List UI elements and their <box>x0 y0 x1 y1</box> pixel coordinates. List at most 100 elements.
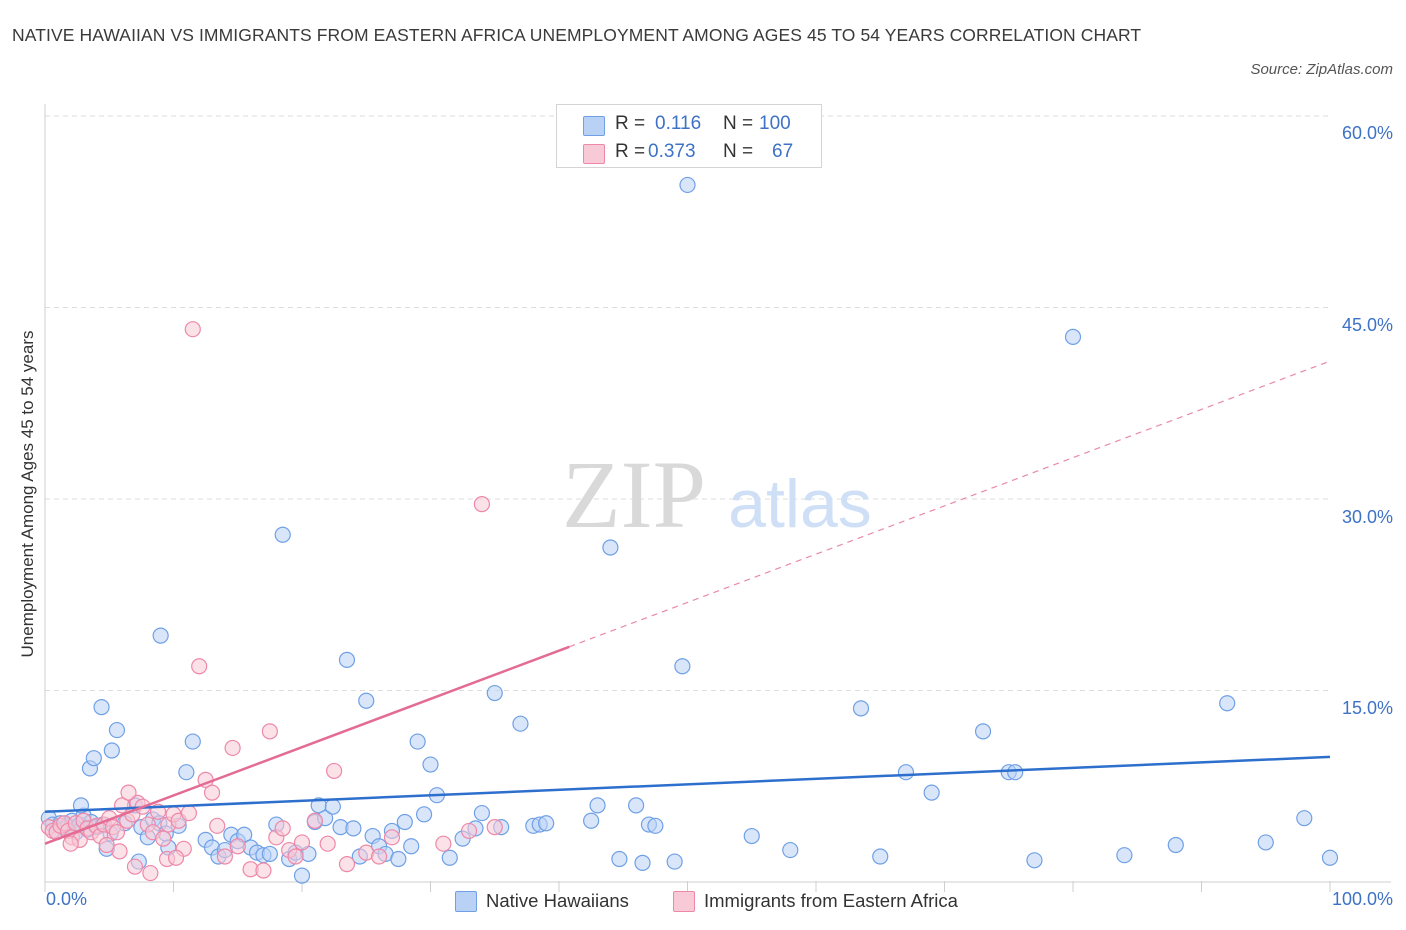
immigrant-eastern-africa-point <box>261 723 278 740</box>
native-hawaiian-point <box>589 797 606 814</box>
y-tick-label-60: 60.0% <box>1341 123 1393 143</box>
immigrant-eastern-africa-point <box>229 838 246 855</box>
native-hawaiian-point <box>1257 834 1274 851</box>
legend-n-value: 67 <box>772 141 794 162</box>
x-tick-label-max: 100.0% <box>1331 889 1393 909</box>
immigrant-eastern-africa-point <box>184 321 201 338</box>
immigrant-trend-line-solid <box>44 645 570 845</box>
native-hawaiian-point <box>108 721 126 739</box>
native-hawaiian-point <box>473 804 490 822</box>
y-axis-label: Unemployment Among Ages 45 to 54 years <box>18 330 37 658</box>
legend-swatch-pink <box>583 144 605 164</box>
axes <box>44 104 1391 892</box>
bottom-legend-swatch-blue <box>455 891 477 912</box>
native-hawaiian-point <box>93 698 110 716</box>
legend-r-label: R = <box>615 113 646 134</box>
native-hawaiian-point <box>274 526 291 543</box>
native-hawaiian-point <box>486 684 503 702</box>
native-hawaiian-point <box>512 715 529 732</box>
native-hawaiian-point <box>396 813 413 831</box>
immigrant-eastern-africa-point <box>319 835 336 852</box>
legend-r-value: 0.373 <box>648 141 696 162</box>
immigrant-eastern-africa-point <box>203 784 221 801</box>
native-hawaiian-point <box>358 692 375 709</box>
legend-swatch-blue <box>583 116 605 136</box>
legend-n-value: 100 <box>759 113 791 134</box>
native-hawaiian-point <box>1026 852 1043 869</box>
immigrant-eastern-africa-point <box>473 496 490 513</box>
immigrant-eastern-africa-point <box>486 819 503 836</box>
immigrant-eastern-africa-point <box>142 864 159 882</box>
source-label: Source: ZipAtlas.com <box>1250 61 1393 78</box>
bottom-legend-label: Immigrants from Eastern Africa <box>704 890 958 911</box>
native-hawaiian-point <box>178 764 195 781</box>
immigrant-eastern-africa-point <box>216 848 233 865</box>
chart-title: NATIVE HAWAIIAN VS IMMIGRANTS FROM EASTE… <box>12 25 1142 45</box>
immigrant-eastern-africa-point <box>383 829 401 846</box>
native-hawaiian-point <box>1321 849 1339 866</box>
legend-r-label: R = <box>615 141 646 162</box>
native-hawaiian-trend-line <box>44 755 1331 814</box>
immigrant-eastern-africa-point <box>460 822 478 840</box>
immigrant-eastern-africa-point <box>108 824 126 841</box>
native-hawaiian-point <box>1064 328 1082 345</box>
native-hawaiian-point <box>1116 847 1133 864</box>
native-hawaiian-point <box>611 850 628 868</box>
legend-r-value: 0.116 <box>655 113 702 134</box>
native-hawaiian-point <box>974 723 992 740</box>
immigrant-eastern-africa-point <box>371 848 388 865</box>
watermark-zip: ZIP <box>562 441 706 548</box>
immigrant-eastern-africa-point <box>338 856 356 873</box>
native-hawaiian-point <box>897 764 915 781</box>
native-hawaiian-point <box>634 854 651 871</box>
native-hawaiian-point <box>674 658 691 675</box>
native-hawaiian-point <box>782 841 799 859</box>
native-hawaiian-point <box>852 700 870 717</box>
watermark-atlas: atlas <box>728 466 872 542</box>
native-hawaiian-point <box>1296 810 1313 827</box>
bottom-legend-swatch-pink <box>673 891 695 912</box>
native-hawaiian-point <box>184 733 201 750</box>
immigrant-eastern-africa-point <box>326 762 343 780</box>
immigrant-eastern-africa-point <box>62 835 79 852</box>
native-hawaiian-point <box>152 627 169 644</box>
native-hawaiian-point <box>403 838 420 855</box>
native-hawaiian-point <box>743 827 760 845</box>
native-hawaiian-point <box>293 867 311 884</box>
native-hawaiian-point <box>627 797 645 814</box>
immigrant-eastern-africa-point <box>435 835 452 852</box>
native-hawaiian-point <box>1219 695 1236 712</box>
immigrant-eastern-africa-point <box>293 834 311 851</box>
native-hawaiian-point <box>923 784 940 801</box>
immigrant-eastern-africa-point <box>191 658 208 675</box>
native-hawaiian-point <box>415 806 433 823</box>
native-hawaiian-point <box>409 733 426 750</box>
native-hawaiian-point <box>85 750 102 767</box>
y-tick-label-15: 15.0% <box>1341 698 1393 718</box>
native-hawaiian-point <box>583 812 600 829</box>
immigrant-eastern-africa-point <box>274 820 291 837</box>
legend-n-label: N = <box>723 113 754 134</box>
native-hawaiian-point <box>602 539 619 556</box>
immigrant-eastern-africa-point <box>180 804 198 822</box>
correlation-legend: R = 0.116 N = 100 R = 0.373 N = 67 <box>556 104 822 168</box>
legend-n-label: N = <box>723 141 754 162</box>
x-tick-label-min: 0.0% <box>46 889 88 909</box>
native-hawaiian-point <box>345 820 362 837</box>
native-hawaiian-point <box>261 845 278 863</box>
native-hawaiian-point <box>538 815 555 832</box>
immigrant-eastern-africa-point <box>224 739 241 757</box>
native-hawaiian-point <box>872 848 889 865</box>
y-tick-label-45: 45.0% <box>1341 315 1393 335</box>
trend-lines <box>44 360 1331 845</box>
immigrant-eastern-africa-point <box>120 784 137 801</box>
native-hawaiian-point <box>647 817 664 834</box>
immigrant-eastern-africa-point <box>126 858 144 875</box>
immigrant-eastern-africa-point <box>111 843 128 860</box>
grid-lines <box>45 115 1330 691</box>
immigrant-eastern-africa-point <box>306 812 323 829</box>
native-hawaiian-point <box>1167 836 1184 854</box>
immigrant-eastern-africa-point <box>287 848 304 865</box>
native-hawaiian-point <box>324 798 341 815</box>
